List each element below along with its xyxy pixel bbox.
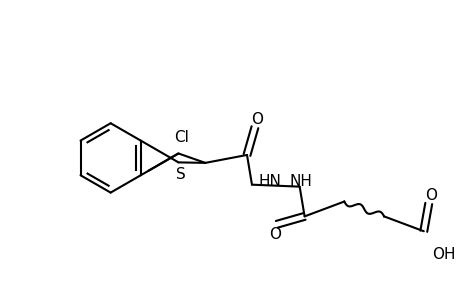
Text: HN: HN (258, 174, 280, 189)
Text: S: S (175, 167, 185, 182)
Text: O: O (268, 227, 280, 242)
Text: OH: OH (431, 247, 454, 262)
Text: O: O (424, 188, 436, 203)
Text: O: O (251, 112, 263, 127)
Text: NH: NH (289, 174, 311, 189)
Text: Cl: Cl (174, 130, 189, 145)
